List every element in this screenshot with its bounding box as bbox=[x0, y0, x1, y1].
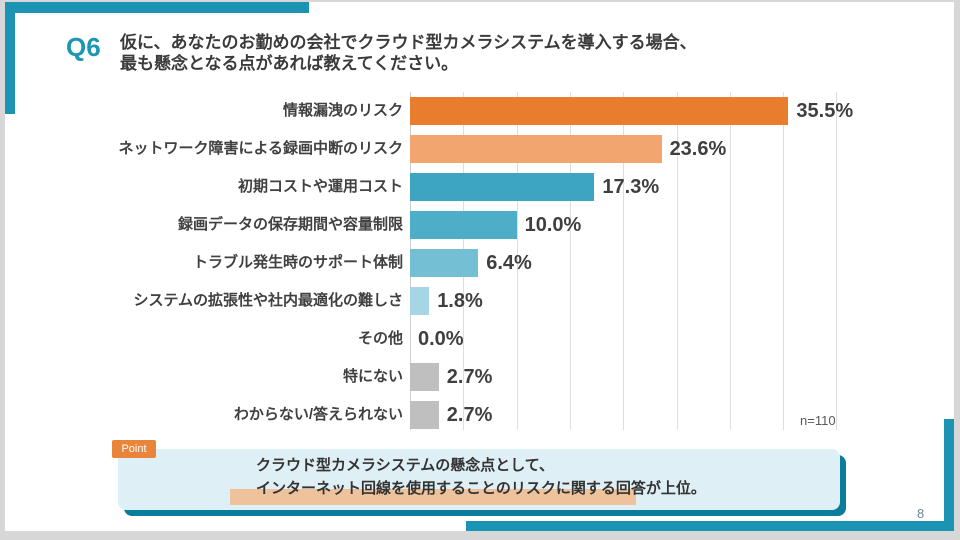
chart-row: システムの拡張性や社内最適化の難しさ 1.8% bbox=[5, 287, 954, 315]
bar bbox=[410, 135, 662, 163]
bar bbox=[410, 173, 595, 201]
chart-row: 録画データの保存期間や容量制限 10.0% bbox=[5, 211, 954, 239]
page-number: 8 bbox=[917, 506, 925, 521]
value-label: 6.4% bbox=[486, 252, 532, 274]
slide: Q6 仮に、あなたのお勤めの会社でクラウド型カメラシステムを導入する場合、 最も… bbox=[5, 2, 954, 531]
value-label: 10.0% bbox=[524, 214, 582, 236]
point-badge: Point bbox=[112, 440, 156, 458]
question-title-line1: 仮に、あなたのお勤めの会社でクラウド型カメラシステムを導入する場合、 bbox=[120, 33, 697, 52]
gridline bbox=[783, 92, 785, 430]
chart-row: 情報漏洩のリスク 35.5% bbox=[5, 97, 954, 125]
sample-size-label: n=110 bbox=[800, 413, 836, 428]
gridline bbox=[516, 92, 518, 430]
value-label: 1.8% bbox=[437, 290, 483, 312]
question-title: 仮に、あなたのお勤めの会社でクラウド型カメラシステムを導入する場合、 最も懸念と… bbox=[120, 32, 697, 74]
question-number: Q6 bbox=[66, 32, 101, 62]
bar bbox=[410, 401, 439, 429]
value-label: 2.7% bbox=[446, 366, 493, 388]
chart-row: 初期コストや運用コスト 17.3% bbox=[5, 173, 954, 201]
value-label: 23.6% bbox=[669, 138, 727, 160]
point-summary-text: クラウド型カメラシステムの懸念点として、 インターネット回線を使用することのリス… bbox=[256, 454, 706, 500]
category-label: 録画データの保存期間や容量制限 bbox=[177, 216, 403, 233]
category-label: ネットワーク障害による録画中断のリスク bbox=[118, 140, 403, 157]
gridline bbox=[569, 92, 571, 430]
category-label: 特にない bbox=[342, 368, 403, 385]
gridline bbox=[676, 92, 678, 430]
bar bbox=[410, 97, 789, 125]
bottom-right-accent-vertical bbox=[944, 419, 954, 531]
gridline bbox=[836, 92, 838, 430]
value-label: 2.7% bbox=[446, 404, 493, 426]
bar-chart: n=110 情報漏洩のリスク 35.5% ネットワーク障害による録画中断のリスク 23… bbox=[5, 2, 954, 531]
gridline bbox=[623, 92, 625, 430]
bar bbox=[410, 249, 479, 277]
question-title-line2: 最も懸念となる点があれば教えてください。 bbox=[120, 54, 459, 73]
point-text-line2: インターネット回線を使用することのリスクに関する回答が上位。 bbox=[256, 480, 706, 497]
gridline bbox=[729, 92, 731, 430]
category-label: その他 bbox=[357, 330, 403, 347]
chart-row: ネットワーク障害による録画中断のリスク 23.6% bbox=[5, 135, 954, 163]
category-label: システムの拡張性や社内最適化の難しさ bbox=[133, 292, 403, 309]
chart-row: その他 0.0% bbox=[5, 325, 954, 353]
value-label: 0.0% bbox=[418, 328, 464, 350]
top-left-accent-horizontal bbox=[5, 2, 309, 13]
category-label: 情報漏洩のリスク bbox=[282, 102, 403, 119]
chart-row: わからない/答えられない 2.7% bbox=[5, 401, 954, 429]
category-label: トラブル発生時のサポート体制 bbox=[192, 254, 403, 271]
bar bbox=[410, 363, 439, 391]
bar bbox=[410, 287, 430, 315]
value-label: 35.5% bbox=[796, 100, 854, 122]
chart-row: トラブル発生時のサポート体制 6.4% bbox=[5, 249, 954, 277]
category-label: 初期コストや運用コスト bbox=[237, 178, 403, 195]
top-left-accent-vertical bbox=[5, 2, 15, 114]
text-highlight-marker bbox=[230, 489, 636, 505]
point-text-line1: クラウド型カメラシステムの懸念点として、 bbox=[256, 457, 555, 474]
bottom-right-accent-horizontal bbox=[466, 521, 954, 531]
category-label: わからない/答えられない bbox=[233, 406, 403, 423]
bar bbox=[410, 211, 517, 239]
value-label: 17.3% bbox=[602, 176, 660, 198]
chart-row: 特にない 2.7% bbox=[5, 363, 954, 391]
